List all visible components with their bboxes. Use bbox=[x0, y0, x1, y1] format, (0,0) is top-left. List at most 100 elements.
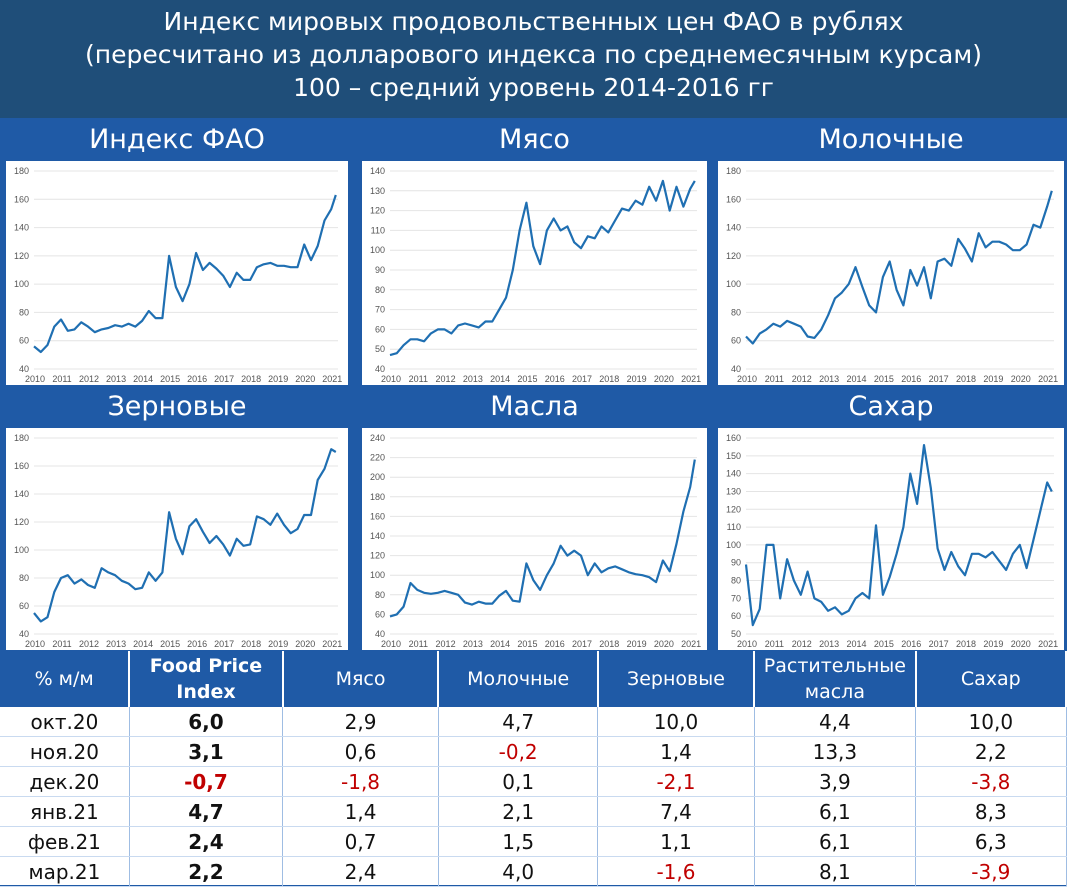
x-tick-label: 2012 bbox=[436, 374, 456, 384]
table-cell: -2,1 bbox=[597, 766, 755, 797]
x-tick-label: 2021 bbox=[681, 639, 701, 649]
y-tick-label: 70 bbox=[731, 593, 741, 603]
y-tick-label: 40 bbox=[19, 364, 29, 374]
chart-panel-oils: 40 60 80 100 120 140 160 180 200 220 240 2010 2011 20… bbox=[362, 428, 707, 650]
x-tick-label: 2018 bbox=[241, 374, 261, 384]
table-cell: -1,8 bbox=[282, 766, 439, 797]
x-tick-label: 2021 bbox=[1038, 374, 1058, 384]
page-title-line3: 100 – средний уровень 2014-2016 гг bbox=[293, 73, 774, 102]
y-tick-label: 180 bbox=[726, 166, 741, 176]
chart-panel-meat: 40 50 60 70 80 90 100 110 120 130 140 2010 2011 2012 2… bbox=[362, 161, 707, 385]
y-tick-label: 110 bbox=[727, 522, 741, 532]
y-tick-label: 60 bbox=[19, 336, 29, 346]
table-cell: 2,4 bbox=[129, 826, 284, 857]
row-period-label: мар.21 bbox=[0, 856, 130, 887]
x-tick-label: 2014 bbox=[133, 374, 153, 384]
y-tick-label: 80 bbox=[19, 307, 29, 317]
y-tick-label: 240 bbox=[370, 433, 385, 443]
chart-meat: 40 50 60 70 80 90 100 110 120 130 140 2010 2011 2012 2… bbox=[370, 166, 701, 384]
x-tick-label: 2020 bbox=[1011, 639, 1031, 649]
table-cell: 6,0 bbox=[129, 707, 284, 737]
table-row: фев.21 2,4 0,7 1,5 1,1 6,1 6,3 bbox=[0, 826, 1067, 857]
y-tick-label: 90 bbox=[731, 558, 741, 568]
x-tick-label: 2010 bbox=[737, 374, 757, 384]
chart-oils: 40 60 80 100 120 140 160 180 200 220 240 2010 2011 20… bbox=[370, 433, 701, 649]
table-row: мар.21 2,2 2,4 4,0 -1,6 8,1 -3,9 bbox=[0, 856, 1067, 887]
table-cell: 13,3 bbox=[754, 736, 917, 767]
table-cell: 10,0 bbox=[915, 707, 1067, 737]
y-tick-label: 130 bbox=[370, 186, 385, 196]
y-tick-label: 120 bbox=[726, 504, 741, 514]
y-tick-label: 140 bbox=[370, 531, 385, 541]
x-tick-label: 2011 bbox=[765, 374, 784, 384]
table-cell: 2,1 bbox=[438, 796, 599, 827]
y-tick-label: 180 bbox=[14, 433, 29, 443]
table-cell: 2,2 bbox=[129, 856, 284, 887]
x-tick-label: 2018 bbox=[241, 639, 261, 649]
x-tick-label: 2016 bbox=[545, 374, 565, 384]
x-tick-label: 2014 bbox=[490, 374, 510, 384]
y-tick-label: 80 bbox=[375, 590, 385, 600]
table-cell: 8,1 bbox=[754, 856, 917, 887]
x-tick-label: 2014 bbox=[846, 374, 866, 384]
y-tick-label: 160 bbox=[14, 461, 29, 471]
x-tick-label: 2017 bbox=[214, 374, 234, 384]
y-tick-label: 70 bbox=[375, 305, 385, 315]
x-tick-label: 2013 bbox=[463, 374, 483, 384]
table-cell: 1,4 bbox=[597, 736, 755, 767]
y-tick-label: 50 bbox=[375, 344, 385, 354]
y-tick-label: 140 bbox=[726, 469, 741, 479]
x-tick-label: 2018 bbox=[599, 374, 619, 384]
row-period-label: ноя.20 bbox=[0, 736, 130, 767]
y-tick-label: 40 bbox=[375, 364, 385, 374]
y-tick-label: 140 bbox=[726, 223, 741, 233]
x-tick-label: 2019 bbox=[268, 639, 288, 649]
y-tick-label: 220 bbox=[370, 453, 385, 463]
y-tick-label: 60 bbox=[375, 609, 385, 619]
x-tick-label: 2010 bbox=[25, 374, 45, 384]
x-tick-label: 2021 bbox=[322, 639, 342, 649]
y-tick-label: 180 bbox=[14, 166, 29, 176]
y-tick-label: 150 bbox=[726, 451, 741, 461]
y-tick-label: 120 bbox=[14, 251, 29, 261]
y-tick-label: 160 bbox=[726, 433, 741, 443]
table-cell: -1,6 bbox=[597, 856, 755, 887]
chart-title-dairy: Молочные bbox=[818, 124, 964, 155]
y-tick-label: 60 bbox=[731, 336, 741, 346]
y-tick-label: 100 bbox=[370, 570, 385, 580]
table-cell: 1,5 bbox=[438, 826, 599, 857]
series-line bbox=[389, 179, 696, 357]
chart-title-sugar: Сахар bbox=[848, 391, 934, 422]
chart-title-oils: Масла bbox=[490, 391, 579, 422]
table-cell: 6,1 bbox=[754, 796, 917, 827]
column-header-fpi: Food Price Index bbox=[129, 651, 284, 707]
table-cell: -0,2 bbox=[438, 736, 599, 767]
chart-fao: 40 60 80 100 120 140 160 180 2010 2011 2012 2013 201… bbox=[14, 166, 342, 384]
table-cell: -0,7 bbox=[129, 766, 284, 797]
y-tick-label: 130 bbox=[726, 486, 741, 496]
page-header: Индекс мировых продовольственных цен ФАО… bbox=[0, 0, 1067, 118]
y-tick-label: 100 bbox=[726, 279, 741, 289]
x-tick-label: 2011 bbox=[765, 639, 784, 649]
table-cell: 0,7 bbox=[282, 826, 439, 857]
chart-panel-fao: 40 60 80 100 120 140 160 180 2010 2011 2012 2013 201… bbox=[6, 161, 348, 385]
column-header-cereals: Зерновые bbox=[597, 651, 756, 707]
x-tick-label: 2020 bbox=[295, 639, 315, 649]
x-tick-label: 2017 bbox=[572, 639, 592, 649]
y-tick-label: 200 bbox=[370, 472, 385, 482]
table-row: окт.20 6,0 2,9 4,7 10,0 4,4 10,0 bbox=[0, 707, 1067, 737]
y-tick-label: 140 bbox=[370, 166, 385, 176]
table-cell: 2,2 bbox=[915, 736, 1067, 767]
x-tick-label: 2018 bbox=[956, 639, 976, 649]
column-header-meat: Мясо bbox=[282, 651, 440, 707]
table-cell: 3,1 bbox=[129, 736, 284, 767]
x-tick-label: 2019 bbox=[983, 374, 1003, 384]
page-title-line2: (пересчитано из долларового индекса по с… bbox=[85, 40, 982, 69]
x-tick-label: 2010 bbox=[381, 639, 401, 649]
y-tick-label: 120 bbox=[370, 206, 385, 216]
y-tick-label: 140 bbox=[14, 223, 29, 233]
y-tick-label: 80 bbox=[375, 285, 385, 295]
x-tick-label: 2020 bbox=[1011, 374, 1031, 384]
chart-title-meat: Мясо bbox=[499, 124, 570, 155]
table-cell: 10,0 bbox=[597, 707, 755, 737]
